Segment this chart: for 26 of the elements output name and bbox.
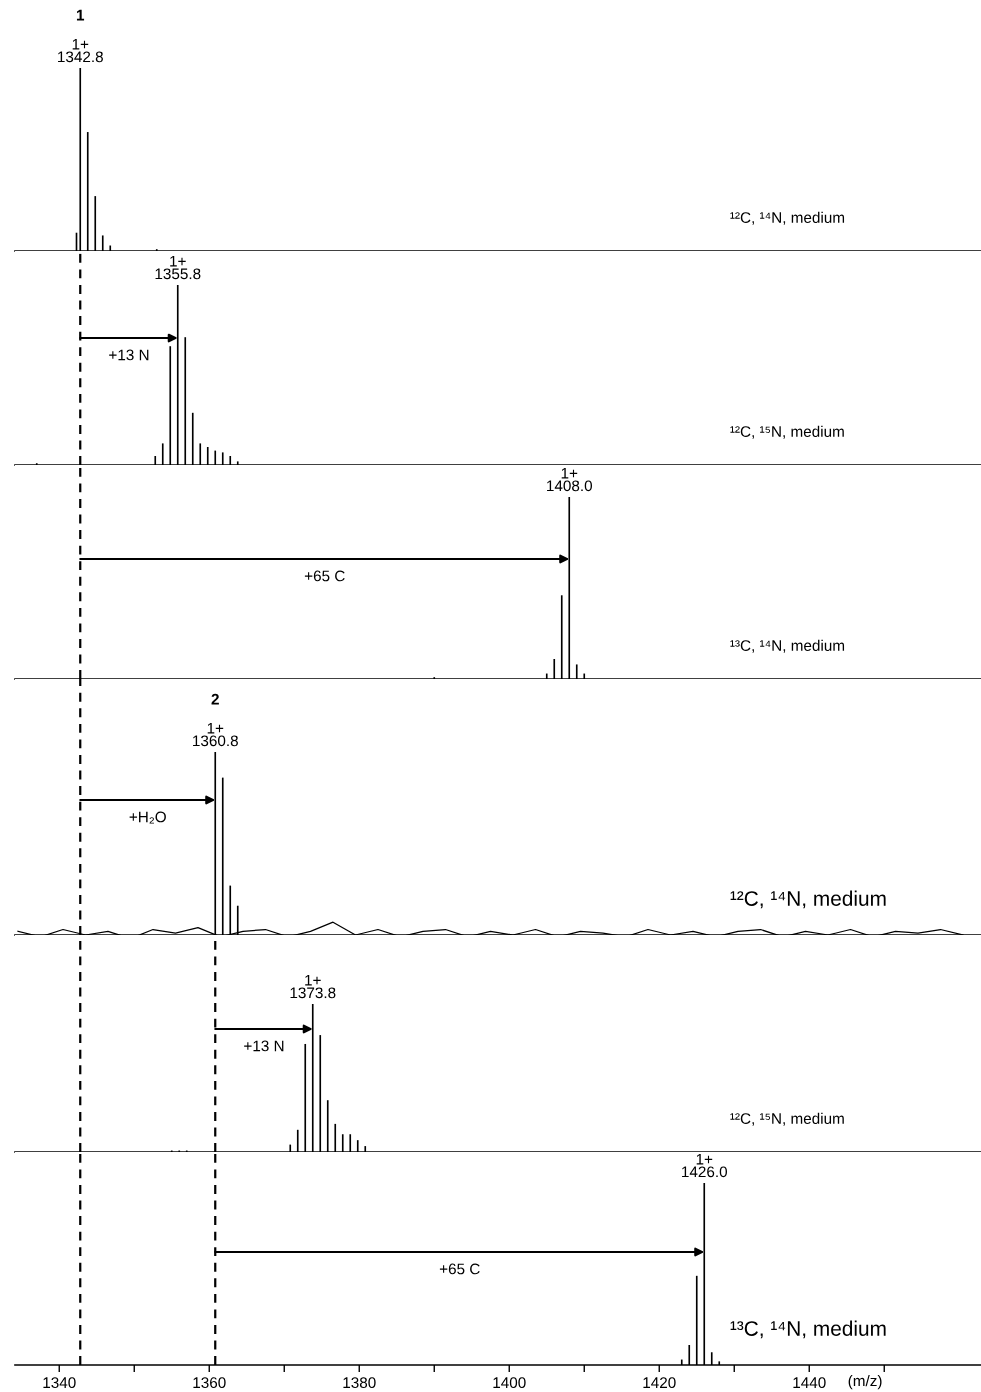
annotation: 1+ 1360.8 — [193, 722, 238, 747]
annotation: 1+ 1373.8 — [290, 974, 336, 999]
annotation: +65 C — [304, 570, 345, 582]
annotation: ¹²C, ¹⁴N, medium — [730, 890, 886, 909]
annotation: 1+ 1408.0 — [547, 467, 593, 492]
annotation: +13 N — [244, 1040, 284, 1052]
annotation: ¹²C, ¹⁵N, medium — [730, 1112, 844, 1126]
annotation: ¹²C, ¹⁴N, medium — [730, 211, 845, 225]
annotation: ¹³C, ¹⁴N, medium — [730, 1320, 886, 1339]
x-tick-label: 1420 — [643, 1377, 676, 1389]
annotation: +H₂O — [129, 811, 166, 824]
annotation: +13 N — [109, 349, 149, 361]
annotation: 1+ 1342.8 — [58, 38, 103, 63]
annotation: +65 C — [439, 1263, 480, 1275]
annotation: 1+ 1355.8 — [155, 255, 201, 280]
annotation: ¹³C, ¹⁴N, medium — [730, 639, 845, 653]
text: 2 — [211, 693, 219, 705]
annotation: ¹²C, ¹⁵N, medium — [730, 425, 844, 439]
annotation: 1+ 1426.0 — [682, 1153, 728, 1178]
x-tick-label: 1360 — [193, 1377, 226, 1389]
x-axis-title: (m/z) — [848, 1375, 882, 1390]
x-tick-label: 1380 — [343, 1377, 376, 1389]
text: 1 — [76, 9, 85, 21]
x-tick-label: 1440 — [793, 1377, 826, 1389]
x-tick-label: 1400 — [493, 1377, 526, 1389]
x-tick-label: 1340 — [43, 1377, 76, 1389]
